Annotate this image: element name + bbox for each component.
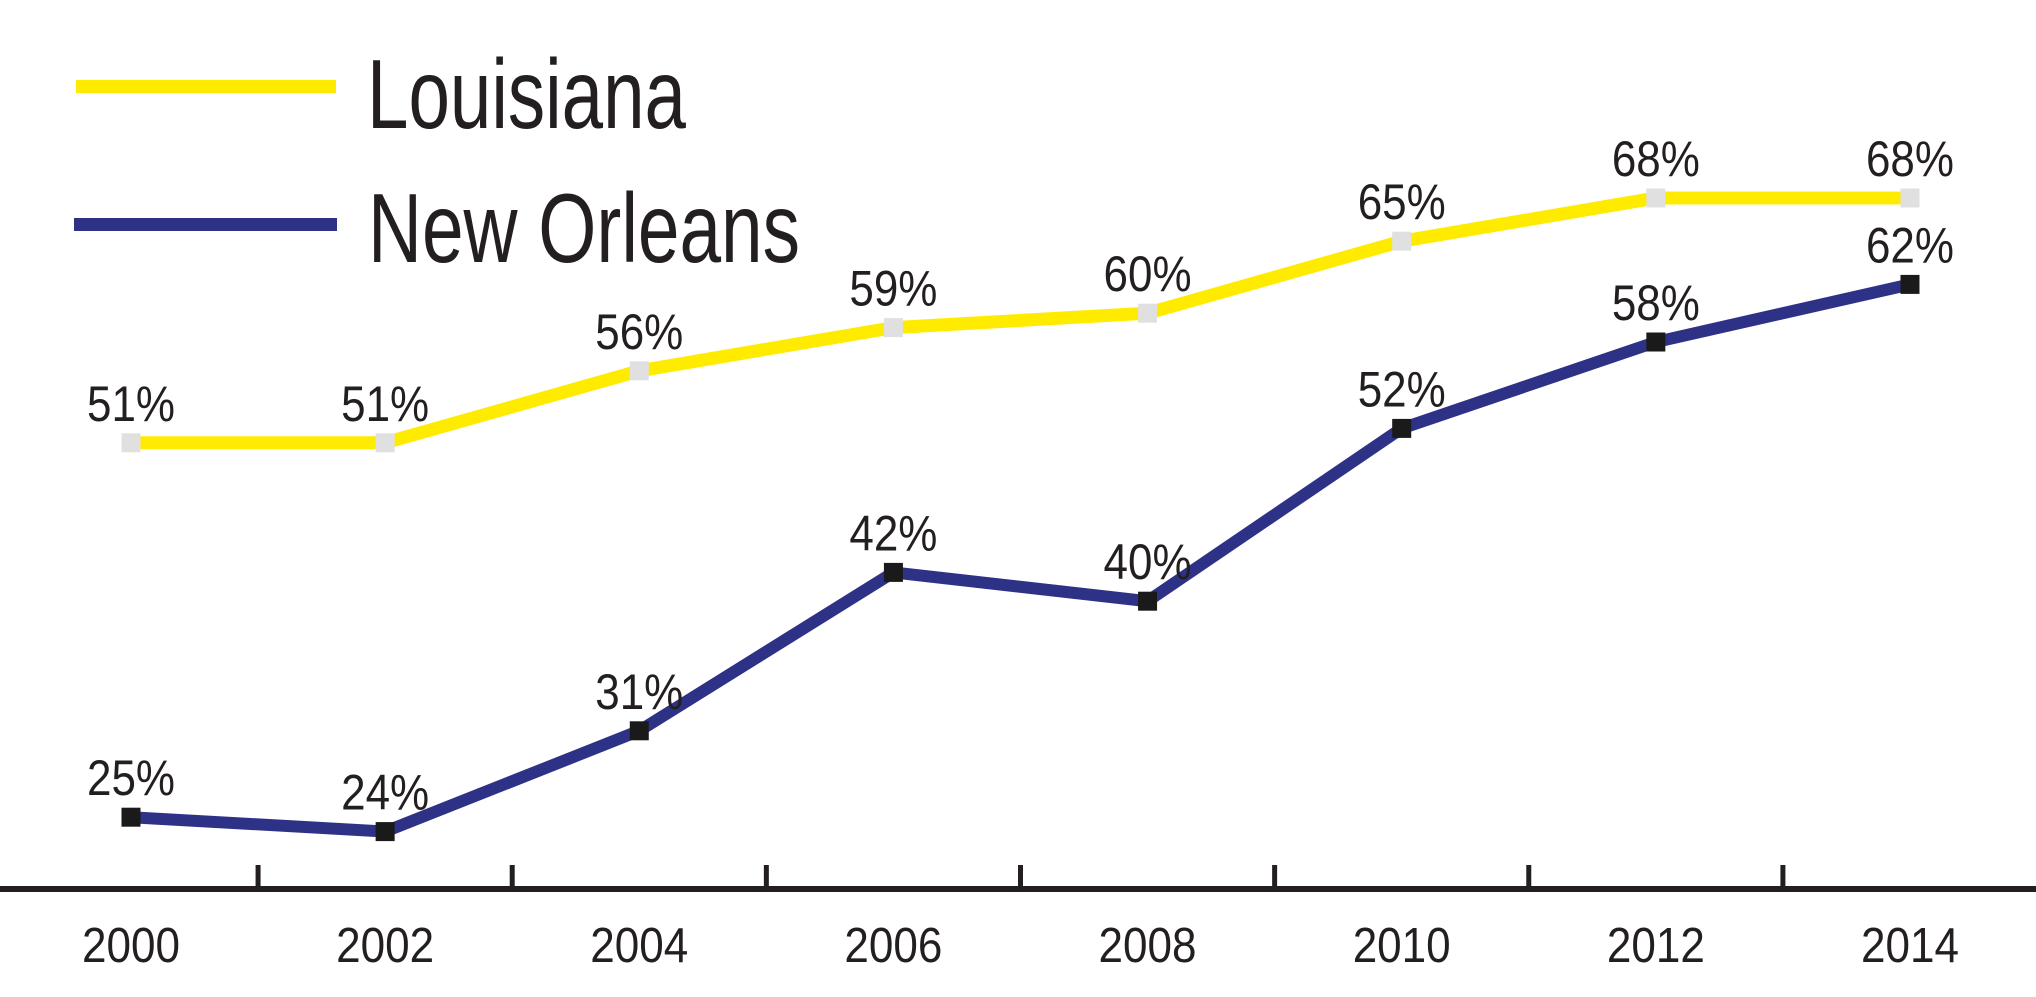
new-orleans-marker-2008-icon (1138, 591, 1158, 611)
legend-swatch-louisiana-icon (76, 80, 336, 93)
louisiana-value-label: 56% (595, 304, 683, 360)
new-orleans-value-label: 58% (1612, 275, 1700, 331)
new-orleans-marker-2004-icon (629, 721, 649, 741)
louisiana-value-label: 65% (1358, 174, 1446, 230)
legend-item-louisiana: Louisiana (76, 39, 686, 149)
louisiana-value-label: 51% (87, 376, 175, 432)
louisiana-marker-2008-icon (1138, 303, 1158, 323)
new-orleans-value-label: 52% (1358, 361, 1446, 417)
series-louisiana: 51% 51% 56% 59% 60% 65% 68% 68% (87, 131, 1954, 453)
legend-label: New Orleans (368, 173, 800, 283)
x-axis-label: 2000 (82, 919, 180, 973)
new-orleans-marker-2002-icon (375, 822, 395, 842)
new-orleans-line (130, 278, 1912, 838)
x-axis-label: 2014 (1861, 919, 1959, 973)
legend-item-new-orleans: New Orleans (74, 173, 800, 283)
new-orleans-marker-2006-icon (883, 562, 903, 582)
louisiana-marker-2012-icon (1646, 188, 1666, 208)
new-orleans-value-label: 42% (849, 505, 937, 561)
louisiana-marker-2014-icon (1900, 188, 1920, 208)
louisiana-marker-2002-icon (375, 433, 395, 453)
x-axis-labels: 2000 2002 2004 2006 2008 2010 2012 2014 (82, 919, 1959, 973)
legend: Louisiana New Orleans (74, 39, 800, 283)
x-axis-label: 2002 (336, 919, 434, 973)
new-orleans-marker-2010-icon (1392, 418, 1412, 438)
louisiana-marker-2010-icon (1392, 231, 1412, 251)
legend-swatch-new-orleans-icon (74, 218, 337, 231)
louisiana-value-label: 68% (1866, 131, 1954, 187)
louisiana-marker-2000-icon (121, 433, 141, 453)
x-axis-label: 2010 (1353, 919, 1451, 973)
louisiana-value-label: 68% (1612, 131, 1700, 187)
louisiana-marker-2006-icon (883, 318, 903, 338)
legend-label: Louisiana (367, 39, 686, 149)
new-orleans-value-label: 40% (1104, 534, 1192, 590)
new-orleans-value-label: 24% (341, 765, 429, 821)
louisiana-value-label: 59% (849, 261, 937, 317)
new-orleans-value-label: 31% (595, 664, 683, 720)
louisiana-marker-2004-icon (629, 361, 649, 381)
louisiana-value-label: 51% (341, 376, 429, 432)
x-axis-label: 2008 (1099, 919, 1197, 973)
new-orleans-value-label: 62% (1866, 217, 1954, 273)
x-axis-label: 2012 (1607, 919, 1705, 973)
x-axis-ticks (255, 865, 1786, 886)
new-orleans-marker-2000-icon (121, 807, 141, 827)
new-orleans-marker-2012-icon (1646, 332, 1666, 352)
x-axis-label: 2006 (844, 919, 942, 973)
series-new-orleans: 25% 24% 31% 42% 40% 52% 58% 62% (87, 217, 1954, 842)
new-orleans-value-label: 25% (87, 750, 175, 806)
louisiana-value-label: 60% (1104, 246, 1192, 302)
new-orleans-marker-2014-icon (1900, 274, 1920, 294)
louisiana-line (131, 191, 1910, 450)
x-axis-label: 2004 (590, 919, 688, 973)
